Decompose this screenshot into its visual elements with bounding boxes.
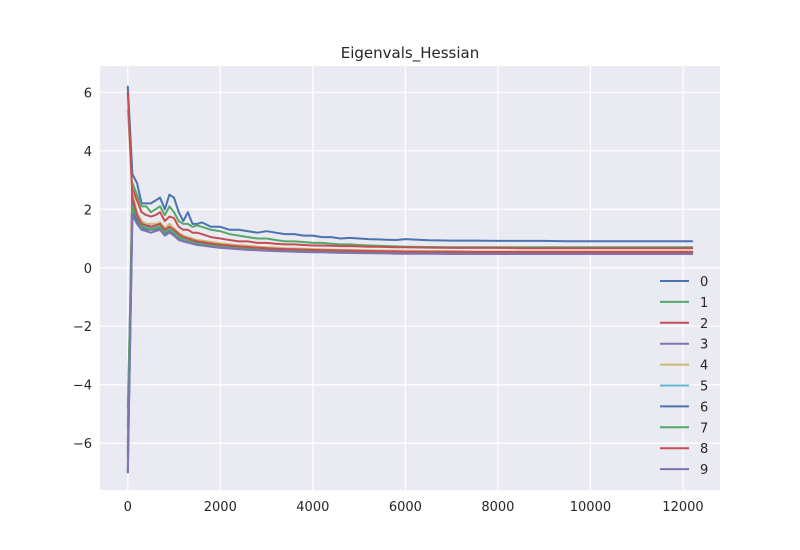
legend-label-6: 6 xyxy=(700,400,708,415)
series-line-2 xyxy=(126,187,694,445)
series-line-9 xyxy=(126,214,694,474)
x-tick-label: 10000 xyxy=(570,500,611,515)
series-line-0 xyxy=(126,85,694,243)
x-axis-tick-labels: 0 2000 4000 6000 8000 10000 12000 xyxy=(124,500,704,515)
y-tick-label: −4 xyxy=(73,379,92,394)
y-tick-label: 0 xyxy=(84,262,92,277)
legend-label-9: 9 xyxy=(700,463,708,478)
y-tick-label: 4 xyxy=(84,145,92,160)
y-tick-label: −6 xyxy=(73,437,92,452)
series-lines xyxy=(126,85,694,474)
y-tick-label: 2 xyxy=(84,203,92,218)
legend-label-8: 8 xyxy=(700,442,708,457)
y-tick-label: −2 xyxy=(73,320,92,335)
legend-label-4: 4 xyxy=(700,359,708,374)
x-tick-label: 0 xyxy=(124,500,132,515)
y-tick-label: 6 xyxy=(84,86,92,101)
x-tick-label: 4000 xyxy=(296,500,329,515)
legend-label-1: 1 xyxy=(700,296,708,311)
x-tick-label: 2000 xyxy=(204,500,237,515)
chart-title: Eigenvals_Hessian xyxy=(341,44,479,63)
legend-label-3: 3 xyxy=(700,338,708,353)
legend-label-2: 2 xyxy=(700,317,708,332)
grid-lines xyxy=(100,66,720,490)
legend-label-7: 7 xyxy=(700,421,708,436)
legend-label-0: 0 xyxy=(700,275,708,290)
y-axis-tick-labels: −6 −4 −2 0 2 4 6 xyxy=(73,86,92,452)
series-line-8 xyxy=(126,91,694,253)
plot-area xyxy=(100,66,720,490)
legend-label-5: 5 xyxy=(700,380,708,395)
x-tick-label: 12000 xyxy=(662,500,703,515)
x-tick-label: 6000 xyxy=(389,500,422,515)
x-tick-label: 8000 xyxy=(481,500,514,515)
legend: 0 1 2 3 4 5 6 7 8 9 xyxy=(660,275,708,478)
